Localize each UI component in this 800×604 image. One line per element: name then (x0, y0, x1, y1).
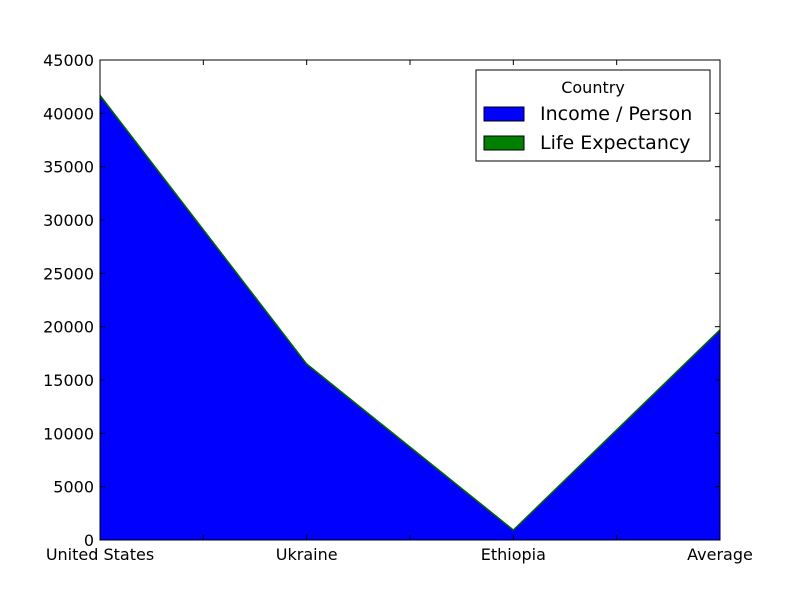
legend: Country Income / Person Life Expectancy (475, 69, 711, 162)
axes-layer: 0 5000 10000 15000 20000 25000 30000 35000 40000… (43, 51, 753, 564)
y-tick-label: 5000 (53, 478, 94, 497)
y-tick-label: 0 (84, 531, 94, 550)
legend-label: Income / Person (540, 103, 692, 125)
y-tick-label: 25000 (43, 264, 94, 283)
legend-swatch (483, 106, 525, 122)
series-area-0 (99, 94, 721, 541)
legend-swatch (483, 135, 525, 151)
y-tick-label: 40000 (43, 104, 94, 123)
y-tick-label: 45000 (43, 51, 94, 70)
legend-title: Country (561, 78, 625, 97)
x-tick-label: Ethiopia (481, 545, 546, 564)
area-layer (99, 93, 721, 541)
y-tick-label: 15000 (43, 371, 94, 390)
x-tick-label: Ukraine (276, 545, 338, 564)
x-tick-label: Average (687, 545, 753, 564)
x-tick-label: United States (46, 545, 154, 564)
y-tick-label: 10000 (43, 424, 94, 443)
y-tick-label: 30000 (43, 211, 94, 230)
y-tick-label: 35000 (43, 158, 94, 177)
y-tick-label: 20000 (43, 318, 94, 337)
legend-label: Life Expectancy (540, 132, 691, 154)
